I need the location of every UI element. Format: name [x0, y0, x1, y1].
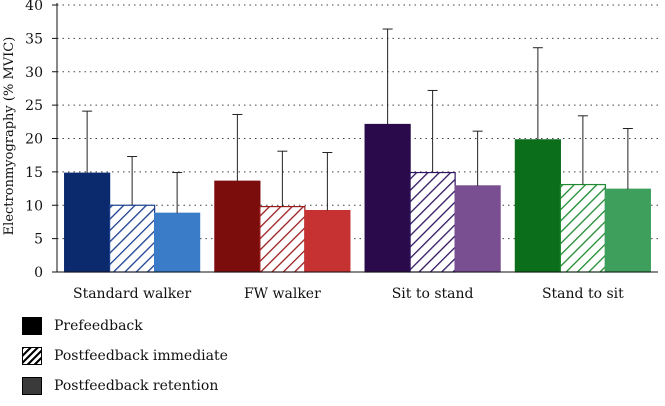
legend-swatch-hatched [22, 347, 42, 365]
bar [154, 212, 201, 273]
bar [214, 180, 261, 273]
legend: Prefeedback Postfeedback immediate Postf… [22, 316, 228, 406]
bar [109, 204, 156, 273]
y-tick-label: 35 [25, 31, 43, 47]
x-tick-label: Sit to stand [392, 286, 474, 302]
bar [514, 139, 561, 273]
y-tick-label: 25 [25, 98, 43, 114]
x-tick-label: FW walker [244, 286, 321, 302]
y-tick-label: 30 [25, 65, 43, 81]
y-tick-label: 10 [25, 198, 43, 214]
bar [64, 172, 111, 273]
error-bars [82, 28, 633, 214]
y-tick-label: 0 [34, 265, 43, 281]
y-axis-label: Electronmyography (% MVIC) [2, 37, 17, 236]
legend-item: Prefeedback [22, 316, 228, 336]
bar [559, 183, 606, 273]
bar [259, 205, 306, 273]
legend-item: Postfeedback retention [22, 376, 228, 396]
bar [364, 123, 411, 273]
y-tick-label: 20 [25, 132, 43, 148]
bar [304, 209, 351, 273]
axes: 0 5 10 15 20 25 30 35 40 Standard walker FW walker… [25, 0, 658, 302]
x-tick-label: Stand to sit [542, 286, 624, 302]
y-tick-label: 40 [25, 0, 43, 14]
bar [454, 185, 501, 273]
legend-swatch [22, 317, 42, 335]
legend-label: Postfeedback retention [54, 378, 219, 394]
legend-label: Prefeedback [54, 318, 143, 334]
bar [409, 171, 456, 273]
y-tick-label: 5 [34, 232, 43, 248]
legend-swatch [22, 377, 42, 395]
legend-item: Postfeedback immediate [22, 346, 228, 366]
y-tick-label: 15 [25, 165, 43, 181]
bar [604, 188, 651, 273]
x-tick-label: Standard walker [73, 286, 192, 302]
bars [64, 123, 651, 273]
legend-label: Postfeedback immediate [54, 348, 228, 364]
